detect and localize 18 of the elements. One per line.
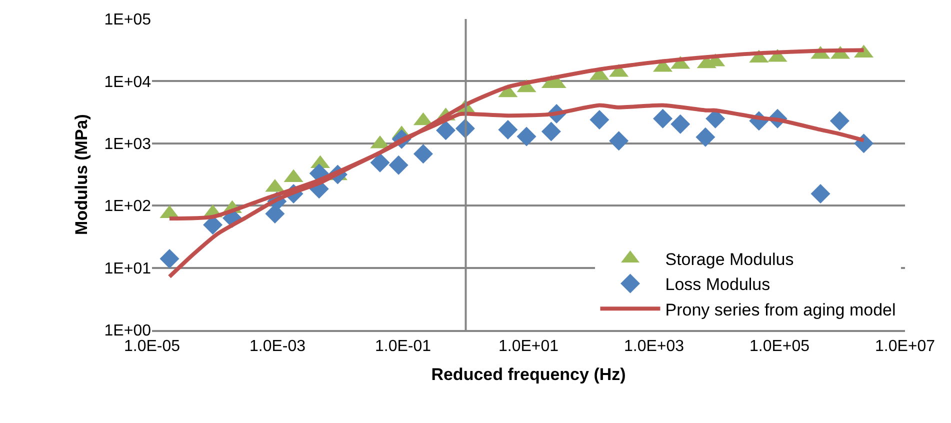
y-tick-label: 1E+01 <box>104 260 152 278</box>
x-tick-label: 1.0E-03 <box>249 338 306 356</box>
y-tick-label: 1E+00 <box>104 322 152 340</box>
x-tick-label: 1.0E+05 <box>749 338 810 356</box>
x-tick-label: 1.0E+01 <box>498 338 559 356</box>
y-tick-label: 1E+02 <box>104 198 152 216</box>
x-tick-label: 1.0E-01 <box>374 338 432 356</box>
y-tick-label: 1E+03 <box>104 136 152 153</box>
x-tick-label: 1.0E-05 <box>124 338 180 356</box>
legend-label: Storage Modulus <box>665 250 794 270</box>
y-tick-label: 1E+04 <box>104 74 152 91</box>
y-axis-title: Modulus (MPa) <box>72 114 91 235</box>
legend-label: Prony series from aging model <box>665 300 896 320</box>
legend-label: Loss Modulus <box>665 275 770 294</box>
x-tick-label: 1.0E+03 <box>624 338 684 356</box>
x-axis-title: Reduced frequency (Hz) <box>431 365 626 384</box>
x-tick-label: 1.0E+07 <box>874 338 936 356</box>
y-tick-label: 1E+05 <box>104 12 152 29</box>
